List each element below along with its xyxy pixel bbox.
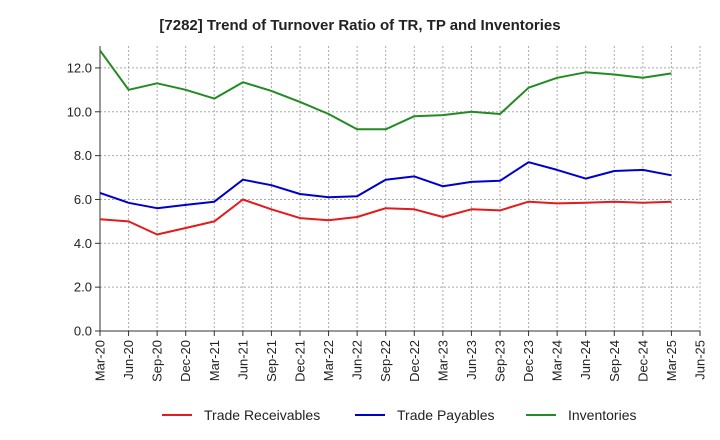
series-line-3: [99, 49, 672, 131]
x-tick-label: Dec-21: [293, 340, 308, 382]
legend-label: Inventories: [568, 407, 636, 423]
legend-label: Trade Payables: [397, 407, 495, 423]
legend-label: Trade Receivables: [204, 407, 320, 423]
x-tick-label: Jun-22: [350, 340, 365, 380]
x-tick-label: Mar-24: [550, 340, 565, 381]
axes: 0.0 2.0 4.0 6.0 8.0 10.0 12.0 Mar-20 Jun-20 Sep-2…: [67, 46, 708, 382]
x-tick-label: Sep-22: [378, 340, 393, 382]
x-tick-label: Mar-20: [93, 340, 108, 381]
y-tick-label: 2.0: [74, 280, 92, 295]
x-tick-label: Sep-21: [264, 340, 279, 382]
x-tick-label: Mar-22: [321, 340, 336, 381]
x-tick-label: Dec-23: [521, 340, 536, 382]
x-tick-label: Sep-23: [493, 340, 508, 382]
x-tick-label: Dec-20: [178, 340, 193, 382]
chart-title: [7282] Trend of Turnover Ratio of TR, TP…: [159, 17, 560, 34]
x-tick-label: Sep-24: [607, 340, 622, 382]
grid: [100, 46, 701, 331]
x-tick-label: Mar-21: [207, 340, 222, 381]
series-line-1: [99, 198, 672, 236]
x-tick-label: Dec-24: [635, 340, 650, 382]
y-tick-label: 6.0: [74, 192, 92, 207]
x-tick-label: Mar-25: [664, 340, 679, 381]
y-tick-label: 12.0: [67, 60, 92, 75]
y-tick-label: 4.0: [74, 236, 92, 251]
x-tick-label: Jun-25: [693, 340, 708, 380]
y-tick-label: 10.0: [67, 104, 92, 119]
x-tick-label: Sep-20: [150, 340, 165, 382]
x-tick-label: Jun-23: [464, 340, 479, 380]
x-tick-label: Jun-24: [578, 340, 593, 380]
x-tick-label: Jun-20: [121, 340, 136, 380]
x-tick-label: Dec-22: [407, 340, 422, 382]
series-lines: [99, 49, 672, 236]
series-line-2: [99, 161, 672, 210]
y-tick-label: 8.0: [74, 148, 92, 163]
x-tick-label: Mar-23: [435, 340, 450, 381]
x-tick-label: Jun-21: [235, 340, 250, 380]
legend: Trade Receivables Trade Payables Inventori…: [162, 407, 636, 423]
y-tick-label: 0.0: [74, 324, 92, 339]
